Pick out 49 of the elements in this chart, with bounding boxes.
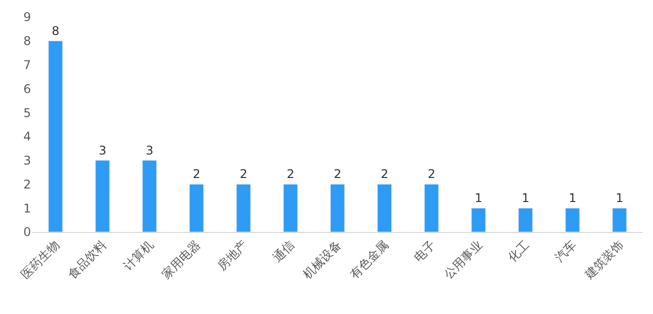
data-label: 1 (522, 191, 530, 206)
bar (95, 160, 110, 232)
bar (236, 184, 251, 232)
y-tick-label: 8 (23, 34, 31, 48)
x-tick-label: 计算机 (120, 238, 156, 274)
data-label: 2 (428, 167, 436, 182)
bar (48, 40, 63, 232)
x-tick-label: 有色金属 (347, 238, 391, 282)
x-tick-label: 公用事业 (441, 238, 485, 282)
data-label: 2 (286, 167, 294, 182)
y-tick-label: 6 (23, 82, 31, 96)
y-tick-label: 1 (23, 201, 31, 216)
x-tick-label: 通信 (270, 238, 297, 265)
bar (471, 208, 486, 232)
y-tick-label: 7 (23, 58, 31, 72)
data-label: 2 (192, 167, 200, 182)
y-tick-label: 4 (23, 130, 31, 144)
data-label: 1 (568, 191, 576, 206)
y-tick-label: 5 (23, 106, 31, 120)
y-tick-label: 2 (23, 177, 31, 192)
x-tick-label: 汽车 (552, 238, 579, 265)
y-tick-label: 9 (23, 10, 31, 24)
data-label: 2 (380, 167, 388, 182)
bar (424, 184, 439, 232)
bar (330, 184, 345, 232)
bar (283, 184, 298, 232)
x-tick-label: 家用电器 (159, 238, 203, 282)
bar (518, 208, 533, 232)
x-tick-label: 化工 (504, 238, 532, 265)
bar (612, 208, 627, 232)
data-label: 3 (146, 143, 154, 158)
data-label: 2 (334, 167, 342, 182)
y-tick-label: 3 (23, 154, 31, 168)
x-tick-label: 医药生物 (18, 238, 62, 282)
data-label: 1 (616, 191, 624, 206)
x-tick-label: 食品饮料 (65, 238, 109, 282)
bar (377, 184, 392, 232)
data-label: 2 (240, 167, 248, 182)
data-label: 8 (52, 24, 60, 38)
bar (189, 184, 204, 232)
x-tick-label: 机械设备 (300, 238, 344, 282)
bar (142, 160, 157, 232)
data-label: 3 (98, 143, 106, 158)
x-tick-label: 房地产 (214, 238, 250, 274)
y-tick-label: 0 (23, 225, 31, 240)
x-tick-label: 建筑装饰 (581, 238, 626, 282)
bar (565, 208, 580, 232)
data-label: 1 (474, 191, 482, 206)
x-tick-label: 电子 (410, 238, 438, 265)
